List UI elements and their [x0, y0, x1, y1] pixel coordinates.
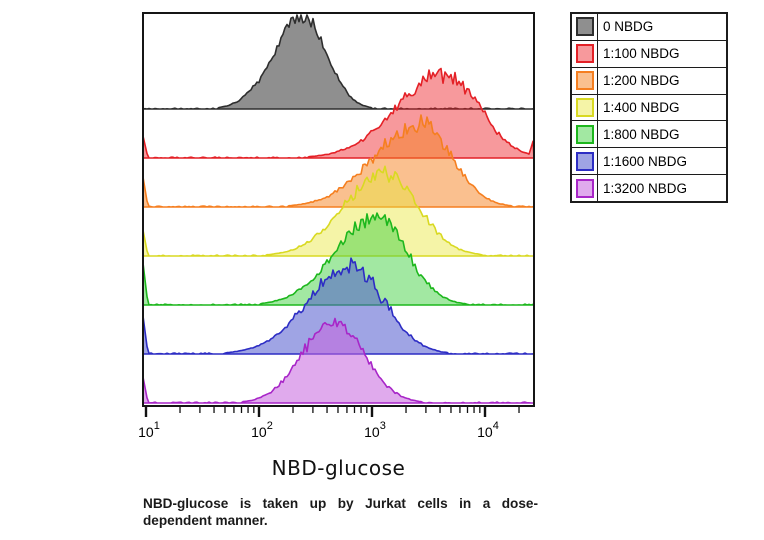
legend-item-1-200-nbdg: 1:200 NBDG [572, 67, 726, 95]
x-tick-label: 101 [138, 420, 160, 440]
legend-color-swatch [575, 71, 594, 91]
legend-color-swatch [575, 44, 594, 64]
histogram-1-800-nbdg [142, 212, 535, 306]
legend-label: 1:200 NBDG [603, 73, 680, 89]
legend-swatch-cell [572, 94, 598, 121]
legend-label: 1:1600 NBDG [603, 153, 688, 169]
histogram-1-3200-nbdg [142, 317, 535, 404]
legend-color-swatch [575, 178, 594, 198]
legend-label: 1:3200 NBDG [603, 180, 688, 196]
legend-swatch-cell [572, 67, 598, 94]
legend-item-1-3200-nbdg: 1:3200 NBDG [572, 175, 726, 202]
histogram-1-400-nbdg [142, 165, 535, 257]
legend-swatch-cell [572, 14, 598, 40]
legend-label: 1:800 NBDG [603, 126, 680, 142]
x-axis-title: NBD-glucose [271, 456, 406, 480]
x-tick-label: 102 [251, 420, 273, 440]
plot-frame [142, 12, 535, 407]
legend-item-0-nbdg: 0 NBDG [572, 14, 726, 41]
legend-label: 1:100 NBDG [603, 46, 680, 62]
legend-swatch-cell [572, 40, 598, 67]
legend-swatch-cell [572, 148, 598, 175]
legend-color-swatch [575, 124, 594, 144]
legend-swatch-cell [572, 121, 598, 148]
legend-color-swatch [575, 98, 594, 117]
legend-swatch-cell [572, 175, 598, 202]
caption-line-1: NBD-glucose is taken up by Jurkat cells … [143, 496, 538, 511]
histogram-1-1600-nbdg [142, 257, 535, 355]
flow-histogram-plot: 101 102 103 104 [138, 12, 535, 440]
legend-color-swatch [575, 17, 594, 37]
figure-caption: NBD-glucose is taken up by Jurkat cells … [143, 495, 538, 529]
legend: 0 NBDG 1:100 NBDG 1:200 NBDG 1:400 NBDG 1:80… [570, 12, 728, 203]
legend-item-1-800-nbdg: 1:800 NBDG [572, 121, 726, 149]
x-tick-label: 104 [477, 420, 499, 440]
caption-line-2: dependent manner. [143, 513, 268, 528]
histogram-0-nbdg [142, 14, 535, 110]
histogram-1-200-nbdg [142, 114, 535, 208]
legend-item-1-100-nbdg: 1:100 NBDG [572, 40, 726, 68]
legend-color-swatch [575, 151, 594, 171]
legend-item-1-400-nbdg: 1:400 NBDG [572, 94, 726, 122]
x-tick-label: 103 [364, 420, 386, 440]
legend-label: 0 NBDG [603, 19, 654, 35]
legend-label: 1:400 NBDG [603, 100, 680, 115]
legend-item-1-1600-nbdg: 1:1600 NBDG [572, 148, 726, 176]
